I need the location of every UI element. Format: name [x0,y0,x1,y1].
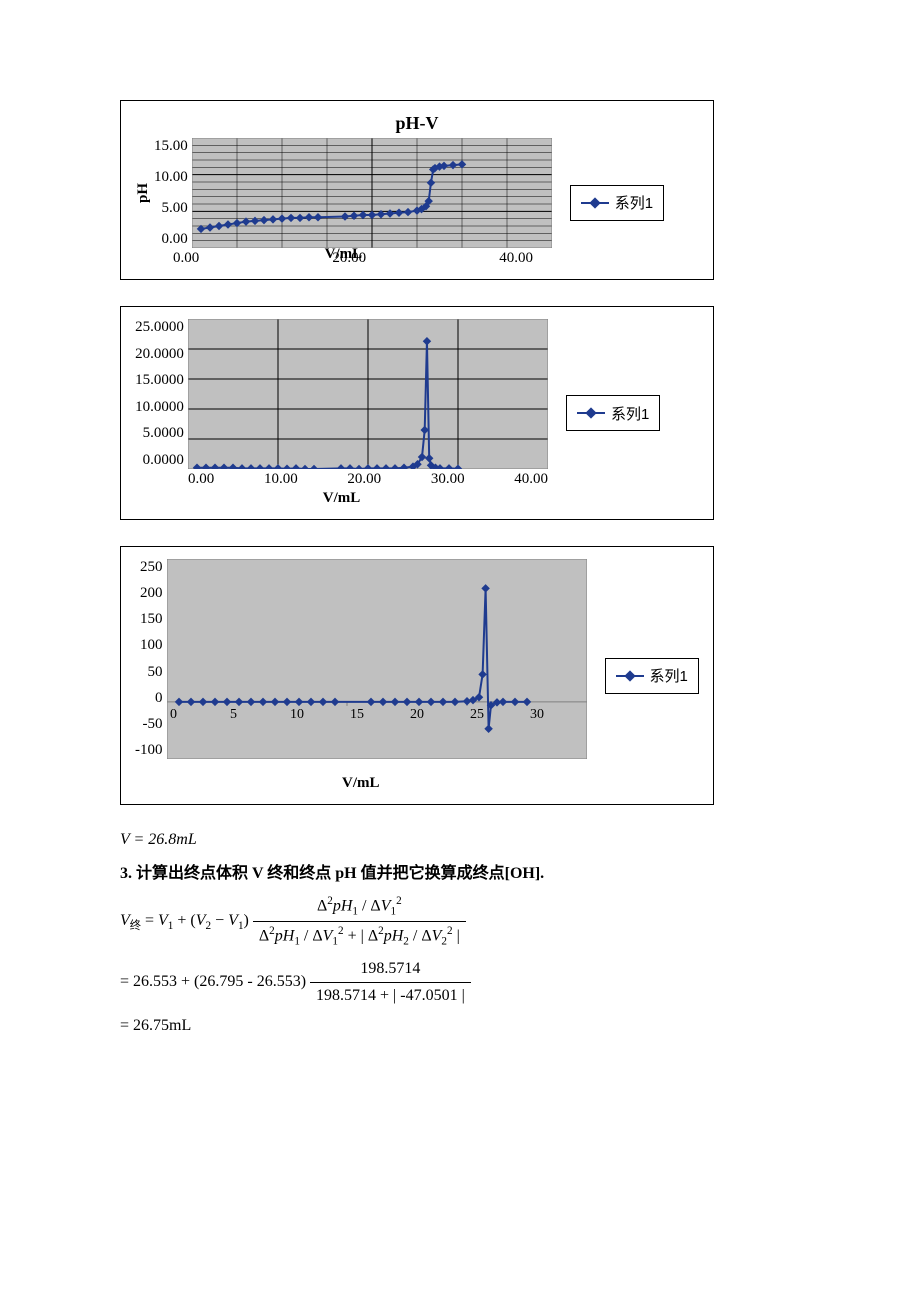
chart2-legend-label: 系列1 [611,403,649,424]
chart3-plot: 05101520253035 [167,559,587,759]
legend-marker-icon [589,197,600,208]
chart2-legend: 系列1 [566,395,660,431]
formula-line3: = 26.75mL [120,1014,800,1038]
chart1-xlabel: V/mL [135,246,552,263]
chart1-legend: 系列1 [570,185,664,221]
legend-line-icon [616,675,644,677]
formula-den2: 198.5714 + | -47.0501 | [310,983,471,1008]
svg-text:5: 5 [230,707,237,722]
formula-frac1: Δ2pH1 / ΔV12 Δ2pH1 / ΔV12 + | Δ2pH2 / ΔV… [253,893,466,951]
chart3-legend: 系列1 [605,658,699,694]
formula-lhs2: = 26.553 + (26.795 - 26.553) [120,970,306,994]
chart2-xticks: 0.0010.0020.0030.0040.00 [188,471,548,488]
chart2-yticks: 25.000020.000015.000010.00005.00000.0000 [135,319,188,469]
formula-num1: Δ2pH1 / ΔV12 [253,893,466,922]
chart1-title: pH-V [135,113,699,134]
legend-line-icon [581,202,609,204]
formula-line2: = 26.553 + (26.795 - 26.553) 198.5714 19… [120,957,800,1008]
chart2-xlabel: V/mL [323,490,361,507]
chart-deriv2: 250200150100500-50-100 05101520253035 V/… [120,546,714,805]
svg-text:0: 0 [170,707,177,722]
legend-line-icon [577,412,605,414]
formula-lhs1: V终 = V1 + (V2 − V1) [120,909,249,935]
chart1-yticks: 15.0010.005.000.00 [154,138,192,248]
chart3-yticks: 250200150100500-50-100 [135,559,167,759]
formula-den1: Δ2pH1 / ΔV12 + | Δ2pH2 / ΔV22 | [253,922,466,950]
section3-heading: 3. 计算出终点体积 V 终和终点 pH 值并把它换算成终点[OH]. [120,859,800,883]
legend-marker-icon [624,670,635,681]
svg-text:25: 25 [470,707,484,722]
svg-text:20: 20 [410,707,424,722]
svg-text:15: 15 [350,707,364,722]
formula-block: V终 = V1 + (V2 − V1) Δ2pH1 / ΔV12 Δ2pH1 /… [120,893,800,1038]
legend-marker-icon [585,407,596,418]
chart-deriv1: 25.000020.000015.000010.00005.00000.0000… [120,306,714,520]
formula-line1: V终 = V1 + (V2 − V1) Δ2pH1 / ΔV12 Δ2pH1 /… [120,893,800,951]
svg-text:10: 10 [290,707,304,722]
chart2-plot [188,319,548,469]
chart1-ylabel: pH [135,183,152,203]
equation-v: V = 26.8mL [120,831,800,849]
chart1-plot [192,138,552,248]
chart3-legend-label: 系列1 [650,665,688,686]
formula-num2: 198.5714 [310,957,471,983]
formula-frac2: 198.5714 198.5714 + | -47.0501 | [310,957,471,1008]
chart1-legend-label: 系列1 [615,192,653,213]
chart3-xlabel: V/mL [342,775,380,792]
svg-text:30: 30 [530,707,544,722]
chart-ph-v: pH-V pH 15.0010.005.000.00 0.0020.0040.0… [120,100,714,280]
